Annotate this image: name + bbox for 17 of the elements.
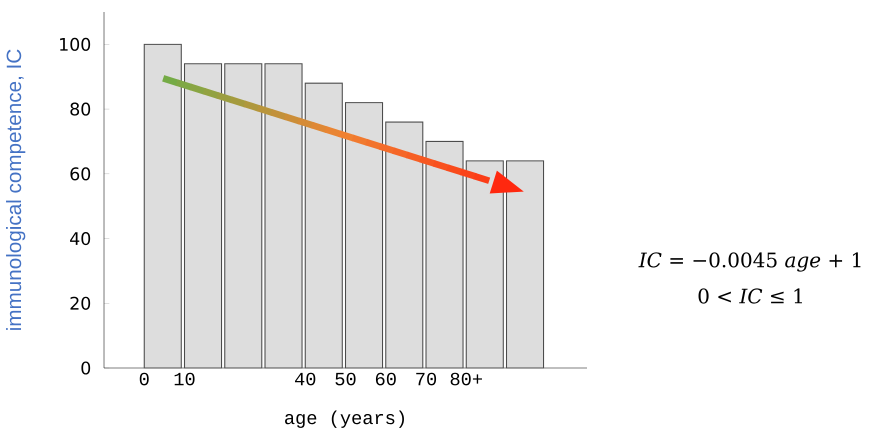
x-axis-title: age (years) [285,410,404,428]
x-tick-label: 0 [140,372,149,386]
x-tick-label: 10 [174,372,195,386]
y-tick-label: 60 [70,167,90,180]
x-tick-label: 50 [335,372,356,386]
y-tick-label: 40 [70,232,90,245]
x-tick-label: 60 [376,372,396,386]
text: IC = −0.0045 age + 1 [638,252,860,272]
x-tick-label: 70 [416,372,436,386]
y-tick-label: 20 [70,296,90,310]
text: 0 < IC ≤ 1 [698,288,802,304]
y-axis-title: immunological competence, IC [6,49,26,330]
y-tick-label: 80 [70,102,90,116]
x-tick-label: 80+ [450,372,482,386]
y-tick-label: 0 [81,361,90,374]
x-tick-label: 40 [294,372,316,386]
y-tick-label: 100 [60,38,90,51]
